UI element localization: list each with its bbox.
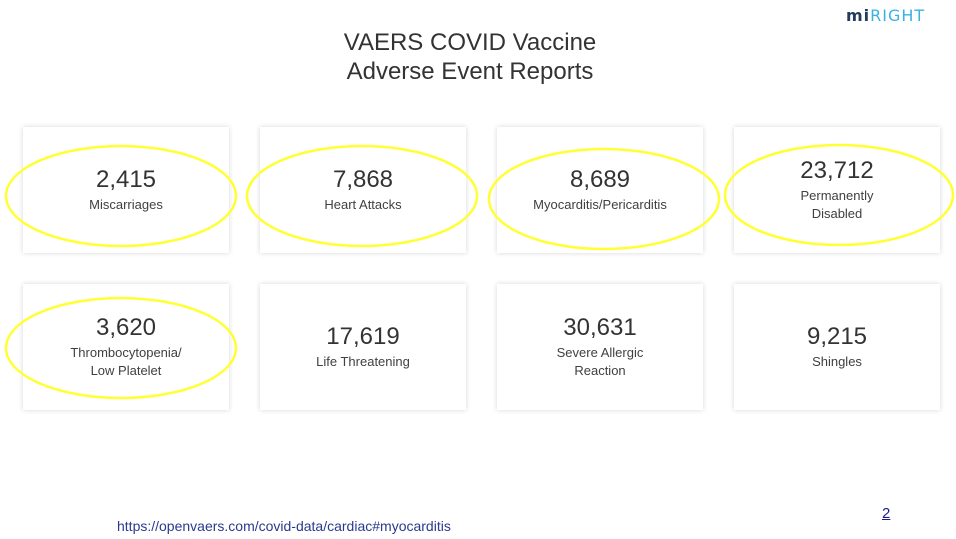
- stat-label: Myocarditis/Pericarditis: [533, 197, 667, 212]
- stat-label: Shingles: [812, 354, 862, 369]
- stat-label: Severe Allergic Reaction: [556, 345, 644, 378]
- stat-value: 9,215: [806, 323, 868, 350]
- stat-card-myocarditis: 8,689 Myocarditis/Pericarditis: [497, 127, 703, 253]
- page-title-line-2: Adverse Event Reports: [346, 58, 594, 85]
- stat-card-shingles: 9,215 Shingles: [734, 284, 940, 410]
- stat-value: 2,415: [95, 166, 157, 193]
- stat-value: 17,619: [326, 323, 400, 350]
- stat-card-heart-attacks: 7,868 Heart Attacks: [260, 127, 466, 253]
- brand-logo-light: RIGHT: [870, 6, 926, 25]
- stat-label: Heart Attacks: [324, 197, 402, 212]
- brand-logo-dark: mi: [846, 6, 871, 25]
- page-number-link[interactable]: 2: [882, 505, 891, 522]
- stat-card-thrombocytopenia: 3,620 Thrombocytopenia/ Low Platelet: [23, 284, 229, 410]
- stat-label: Miscarriages: [89, 197, 163, 212]
- stat-label: Life Threatening: [316, 354, 410, 369]
- page-title-line-1: VAERS COVID Vaccine: [343, 29, 597, 56]
- stat-value: 7,868: [332, 166, 394, 193]
- page-title: VAERS COVID Vaccine Adverse Event Report…: [0, 28, 940, 86]
- stat-card-severe-allergic-reaction: 30,631 Severe Allergic Reaction: [497, 284, 703, 410]
- stat-card-miscarriages: 2,415 Miscarriages: [23, 127, 229, 253]
- stat-label: Permanently Disabled: [800, 188, 874, 221]
- stat-label: Thrombocytopenia/ Low Platelet: [70, 345, 182, 378]
- source-link[interactable]: https://openvaers.com/covid-data/cardiac…: [117, 518, 451, 534]
- stat-card-life-threatening: 17,619 Life Threatening: [260, 284, 466, 410]
- stat-card-permanently-disabled: 23,712 Permanently Disabled: [734, 127, 940, 253]
- brand-logo: miRIGHT: [846, 6, 925, 25]
- stat-value: 30,631: [563, 314, 637, 341]
- stat-value: 23,712: [800, 157, 874, 184]
- stat-value: 3,620: [95, 314, 157, 341]
- stat-value: 8,689: [569, 166, 631, 193]
